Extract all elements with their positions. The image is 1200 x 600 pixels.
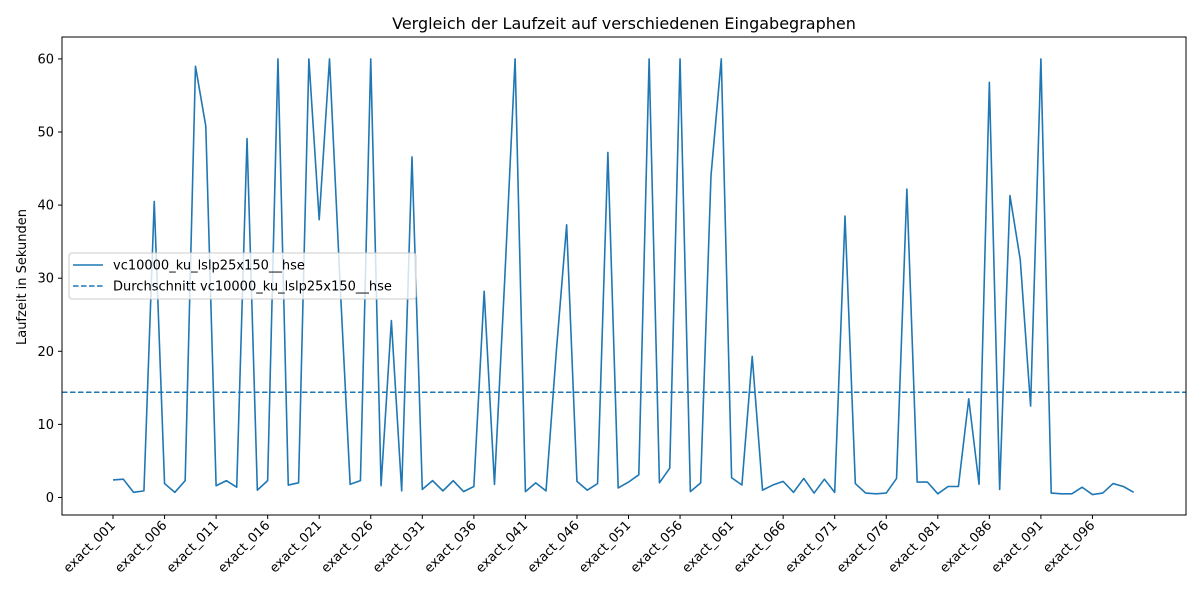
x-tick-label: exact_051 [576, 518, 634, 576]
x-axis: exact_001exact_006exact_011exact_016exac… [61, 515, 1098, 576]
y-tick-label: 40 [37, 199, 54, 214]
legend: vc10000_ku_lslp25x150__hse Durchschnitt … [68, 252, 417, 300]
y-axis-label: Laufzeit in Sekunden [15, 209, 30, 345]
y-axis: 0 10 20 30 40 50 60 [37, 52, 62, 506]
y-tick-label: 60 [37, 52, 54, 67]
x-tick-label: exact_026 [319, 518, 377, 576]
x-tick-label: exact_096 [1040, 518, 1098, 576]
y-tick-label: 10 [37, 418, 54, 433]
x-tick-label: exact_081 [886, 518, 944, 576]
legend-box [68, 252, 417, 300]
x-tick-label: exact_001 [61, 518, 119, 576]
x-tick-label: exact_056 [628, 518, 686, 576]
legend-label-series: vc10000_ku_lslp25x150__hse [113, 259, 305, 274]
x-tick-label: exact_086 [937, 518, 995, 576]
y-tick-label: 30 [37, 272, 54, 287]
x-tick-label: exact_061 [679, 518, 737, 576]
legend-label-mean: Durchschnitt vc10000_ku_lslp25x150__hse [113, 280, 392, 295]
x-tick-label: exact_011 [164, 518, 222, 576]
x-tick-label: exact_046 [525, 518, 583, 576]
y-tick-label: 20 [37, 345, 54, 360]
y-tick-label: 0 [46, 491, 54, 506]
plot-frame [61, 36, 1187, 516]
chart-title: Vergleich der Laufzeit auf verschiedenen… [392, 14, 856, 33]
x-tick-label: exact_021 [267, 518, 325, 576]
x-tick-label: exact_076 [834, 518, 892, 576]
x-tick-label: exact_071 [783, 518, 841, 576]
x-tick-label: exact_036 [422, 518, 480, 576]
y-tick-label: 50 [37, 126, 54, 141]
x-tick-label: exact_016 [215, 518, 273, 576]
x-tick-label: exact_006 [112, 518, 170, 576]
x-tick-label: exact_066 [731, 518, 789, 576]
x-tick-label: exact_031 [370, 518, 428, 576]
x-tick-label: exact_091 [989, 518, 1047, 576]
x-tick-label: exact_041 [473, 518, 531, 576]
